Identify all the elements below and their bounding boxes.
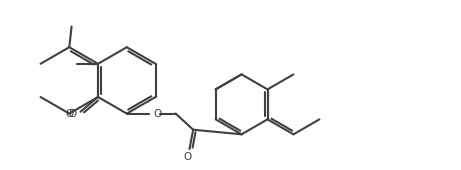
Text: O: O xyxy=(68,109,77,119)
Text: O: O xyxy=(65,109,73,119)
Text: O: O xyxy=(183,152,191,162)
Text: O: O xyxy=(154,109,162,119)
